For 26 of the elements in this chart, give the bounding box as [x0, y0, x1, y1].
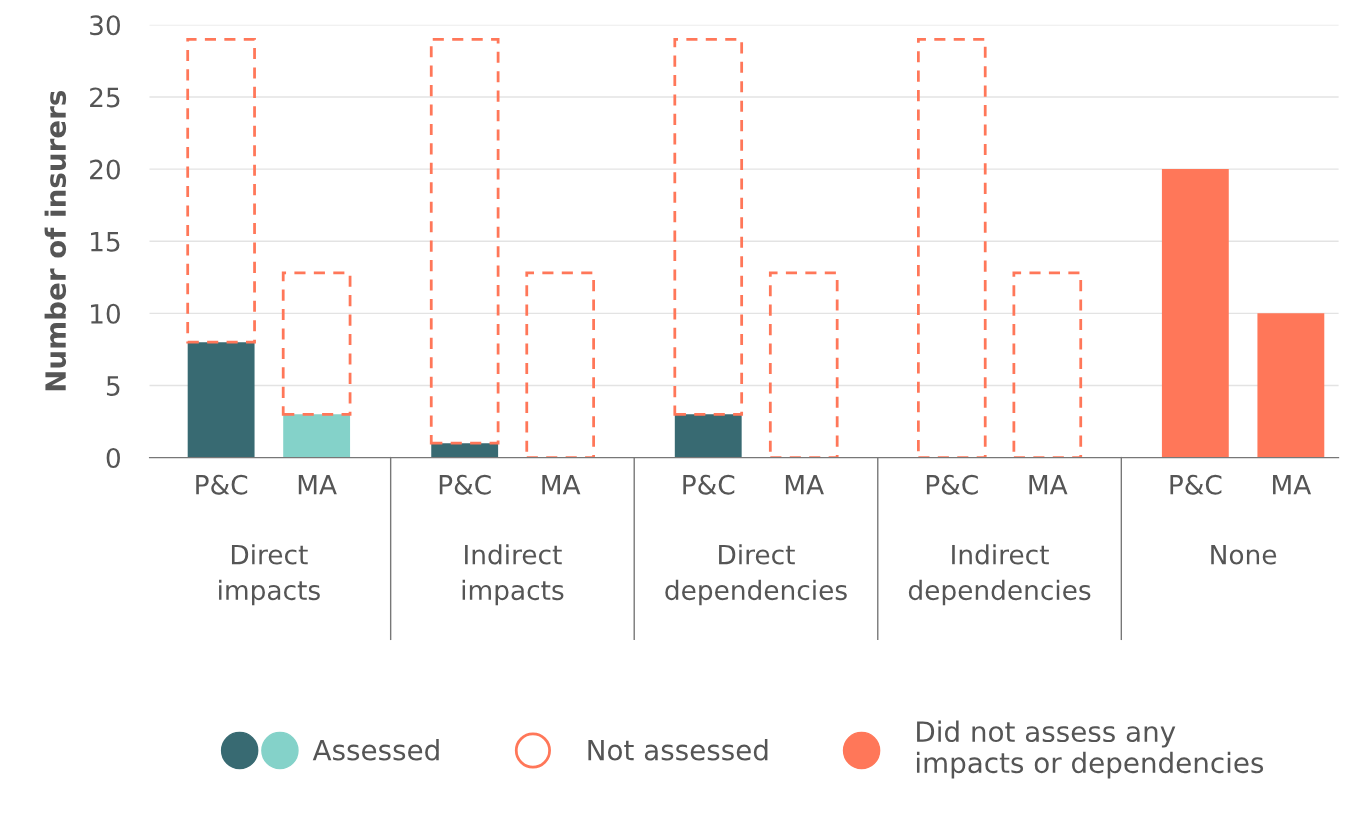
y-tick-label: 30: [90, 15, 120, 36]
text: None: [1211, 544, 1277, 565]
x-tick-label: P&C: [926, 474, 978, 495]
legend-label: Did not assess any impacts or dependencies: [916, 720, 1264, 779]
text: Indirect impacts: [462, 544, 564, 606]
y-tick-label: 15: [91, 232, 120, 252]
text: Direct impacts: [219, 544, 320, 606]
text: Indirect dependencies: [908, 544, 1091, 606]
x-tick-label: P&C: [683, 474, 735, 495]
y-tick-label: 10: [91, 303, 120, 324]
y-axis-title: Number of insurers: [44, 90, 67, 391]
y-tick-label: 20: [90, 159, 120, 180]
x-tick-label: MA: [298, 475, 337, 495]
x-tick-label: MA: [542, 475, 581, 495]
legend-label: Not assessed: [588, 739, 768, 761]
text: Direct dependencies: [665, 544, 847, 606]
x-tick-label: MA: [1273, 475, 1312, 495]
y-tick-label: 0: [106, 448, 120, 469]
y-tick-label: 25: [90, 87, 120, 108]
x-tick-label: P&C: [196, 474, 248, 495]
legend-label: Assessed: [312, 739, 439, 761]
x-tick-label: P&C: [1170, 474, 1222, 495]
x-tick-label: P&C: [439, 474, 491, 495]
x-tick-label: MA: [785, 475, 824, 495]
y-tick-label: 5: [106, 376, 120, 396]
x-tick-label: MA: [1029, 475, 1068, 495]
